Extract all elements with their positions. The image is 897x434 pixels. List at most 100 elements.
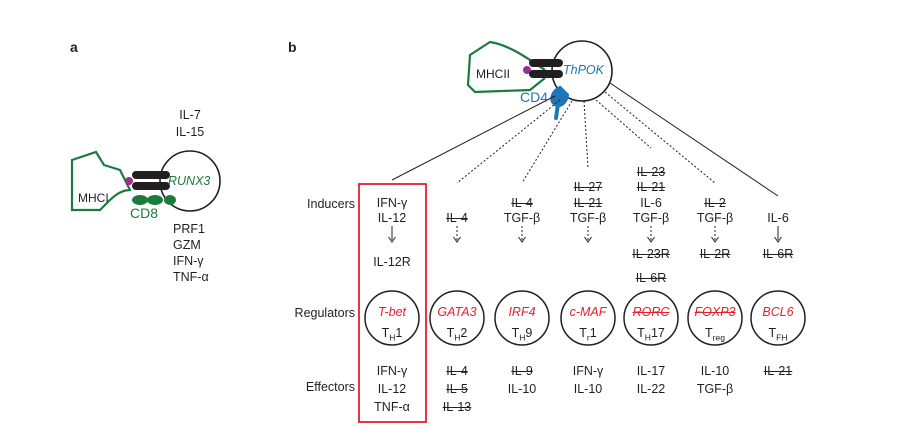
effector-gata3-0: IL-4 (446, 364, 468, 378)
effector-tbet-1: IL-12 (377, 382, 407, 396)
tcr-a-2 (132, 182, 170, 190)
subset-label-bcl6: TFH (768, 326, 788, 343)
panel-b-label: b (288, 39, 297, 55)
cd8-label: CD8 (130, 205, 159, 221)
tf-label-cmaf: c-MAF (569, 305, 607, 319)
effector-rorc-1: IL-22 (636, 382, 666, 396)
fan-line-gata3 (456, 99, 561, 184)
antigen-dot-a (125, 177, 133, 185)
arrowhead-rorc (647, 236, 655, 243)
cd4-molecule (550, 85, 570, 120)
effector-tbet-2: TNF-α (374, 400, 410, 414)
regulator-circle-gata3 (429, 290, 485, 346)
inducer-cmaf-0: IL-27 (573, 180, 603, 194)
row-label-effectors: Effectors (305, 380, 355, 394)
inducer-tbet-1: IL-12 (377, 211, 407, 225)
regulator-circle-rorc (623, 290, 679, 346)
inducer-rorc-1: IL-21 (636, 180, 666, 194)
subset-label-cmaf: Tr1 (579, 326, 597, 343)
inducer-cmaf-1: IL-21 (573, 195, 603, 210)
tf-label-foxp3: FOXP3 (694, 305, 736, 319)
panel-a-effector-1: PRF1 (173, 222, 205, 236)
effector-irf4-1: IL-10 (507, 382, 537, 396)
subset-label-rorc: TH17 (637, 326, 665, 343)
inducer-gata3-0: IL-4 (446, 211, 468, 225)
tf-label-tbet: T-bet (377, 305, 407, 319)
tcr-b-2 (529, 70, 563, 78)
fan-line-irf4 (521, 100, 573, 184)
arrowhead-irf4 (518, 236, 526, 243)
arrowhead-cmaf (584, 236, 592, 243)
panel-a-effector-2: GZM (173, 238, 201, 252)
arrowhead-tbet (388, 236, 396, 243)
tcr-a-1 (132, 171, 170, 179)
receptor-tbet-0: IL-12R (373, 255, 411, 269)
tf-label-irf4: IRF4 (508, 305, 536, 319)
panel-a-inducer-2: IL-15 (175, 125, 205, 139)
inducer-tbet-0: IFN-γ (376, 195, 408, 210)
effector-irf4-0: IL-9 (511, 364, 533, 378)
subset-label-irf4: TH9 (511, 326, 533, 343)
inducer-foxp3-1: TGF-β (696, 211, 734, 225)
subset-label-gata3: TH2 (446, 326, 468, 343)
thpok-label: ThPOK (563, 63, 604, 77)
inducer-irf4-0: IL-4 (511, 195, 533, 210)
effector-foxp3-1: TGF-β (696, 382, 734, 396)
cd8-dimer-2 (147, 195, 163, 205)
tf-label-rorc: RORC (632, 305, 670, 319)
subset-label-tbet: TH1 (381, 326, 403, 343)
receptor-foxp3-0: IL-2R (699, 247, 731, 261)
receptor-bcl6-0: IL-6R (762, 247, 794, 261)
receptor-rorc-1: IL-6R (635, 271, 667, 285)
effector-gata3-2: IL-13 (442, 400, 472, 414)
panel-a-label: a (70, 39, 78, 55)
runx3-label: RUNX3 (168, 174, 211, 188)
tcr-b-1 (529, 59, 563, 67)
tf-label-gata3: GATA3 (437, 305, 477, 319)
inducer-foxp3-0: IL-2 (704, 195, 726, 210)
inducer-bcl6-0: IL-6 (767, 211, 789, 225)
receptor-rorc-0: IL-23R (632, 247, 670, 261)
fan-line-tbet (391, 95, 556, 181)
effector-bcl6-0: IL-21 (763, 364, 793, 378)
panel-a-effector-4: TNF-α (173, 270, 209, 284)
cd8-dimer-3 (164, 195, 176, 205)
arrowhead-bcl6 (774, 236, 782, 243)
inducer-cmaf-2: TGF-β (569, 211, 607, 225)
inducer-irf4-1: TGF-β (503, 211, 541, 225)
fan-line-cmaf (583, 100, 589, 169)
panel-a-inducer-1: IL-7 (179, 108, 201, 122)
fan-line-rorc (595, 99, 652, 149)
subset-label-foxp3: Treg (705, 326, 725, 343)
inducer-rorc-3: TGF-β (632, 211, 670, 225)
effector-tbet-0: IFN-γ (376, 364, 408, 378)
regulator-circle-irf4 (494, 290, 550, 346)
mhci-label: MHCI (78, 191, 109, 205)
mhcii-label: MHCII (476, 67, 510, 81)
effector-gata3-1: IL-5 (446, 382, 468, 396)
mhci-molecule (70, 150, 132, 212)
cd4-label: CD4 (520, 89, 549, 105)
antigen-dot-b (523, 66, 531, 74)
effector-foxp3-0: IL-10 (700, 364, 730, 378)
panel-a-effector-3: IFN-γ (173, 254, 204, 268)
cd8-dimer-1 (132, 195, 148, 205)
regulator-circle-cmaf (560, 290, 616, 346)
effector-rorc-0: IL-17 (636, 364, 666, 378)
row-label-inducers: Inducers (307, 197, 355, 211)
arrowhead-gata3 (453, 236, 461, 243)
effector-cmaf-1: IL-10 (573, 382, 603, 396)
regulator-circle-tbet (364, 290, 420, 346)
fan-line-bcl6 (609, 82, 779, 197)
th1-highlight-box (358, 183, 427, 423)
cd8-cell-body (159, 150, 221, 212)
inducer-rorc-0: IL-23 (636, 164, 666, 179)
tf-label-bcl6: BCL6 (762, 305, 794, 319)
regulator-circle-foxp3 (687, 290, 743, 346)
regulator-circle-bcl6 (750, 290, 806, 346)
row-label-regulators: Regulators (294, 306, 355, 320)
inducer-rorc-2: IL-6 (640, 195, 662, 210)
arrowhead-foxp3 (711, 236, 719, 243)
